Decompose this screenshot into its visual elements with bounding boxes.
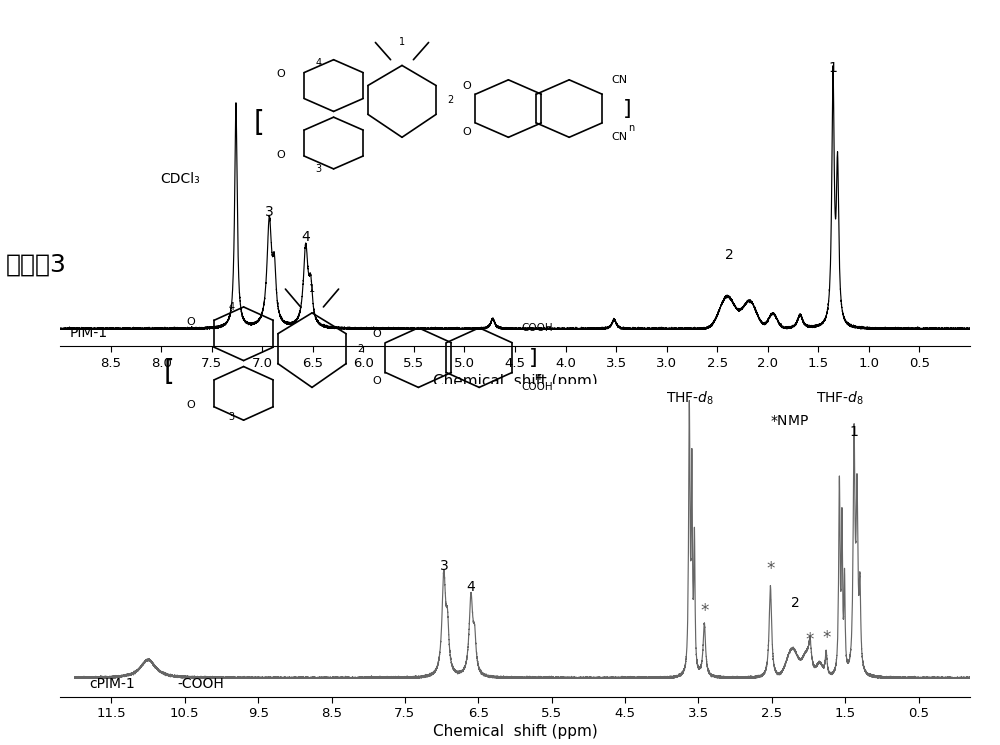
Text: 3: 3 xyxy=(315,164,321,174)
Text: 2: 2 xyxy=(448,95,454,105)
Text: O: O xyxy=(276,69,285,79)
Text: [: [ xyxy=(164,358,175,387)
X-axis label: Chemical  shift (ppm): Chemical shift (ppm) xyxy=(433,374,597,389)
Text: 3: 3 xyxy=(265,206,274,219)
Text: COOH: COOH xyxy=(521,323,553,333)
X-axis label: Chemical  shift (ppm): Chemical shift (ppm) xyxy=(433,724,597,739)
Text: 1: 1 xyxy=(309,284,315,294)
Text: 1: 1 xyxy=(399,37,405,48)
Text: THF-$\mathit{d}_8$: THF-$\mathit{d}_8$ xyxy=(666,390,714,408)
Text: O: O xyxy=(372,329,381,339)
Text: n: n xyxy=(534,372,541,382)
Text: 3: 3 xyxy=(228,412,235,422)
Text: O: O xyxy=(372,376,381,387)
Text: CN: CN xyxy=(611,133,627,142)
Text: *: * xyxy=(822,629,830,647)
Text: 4: 4 xyxy=(315,57,321,68)
Text: COOH: COOH xyxy=(521,382,553,393)
Text: *: * xyxy=(700,602,709,621)
Text: *: * xyxy=(766,560,775,578)
Text: *: * xyxy=(806,631,814,649)
Text: 2: 2 xyxy=(791,596,800,610)
Text: O: O xyxy=(186,317,195,327)
Text: n: n xyxy=(628,123,634,133)
Text: 4: 4 xyxy=(228,302,235,312)
Text: 1: 1 xyxy=(829,60,837,74)
Text: cPIM-1: cPIM-1 xyxy=(89,677,135,691)
Text: -COOH: -COOH xyxy=(177,677,224,691)
Text: 2: 2 xyxy=(358,343,364,354)
Text: THF-$\mathit{d}_8$: THF-$\mathit{d}_8$ xyxy=(816,390,864,408)
Text: 2: 2 xyxy=(725,247,734,261)
Text: ]: ] xyxy=(529,348,537,367)
Text: $*$NMP: $*$NMP xyxy=(770,414,810,428)
Text: 4: 4 xyxy=(301,230,310,244)
Text: 3: 3 xyxy=(439,559,448,573)
Text: CN: CN xyxy=(611,74,627,85)
Text: 1: 1 xyxy=(850,425,858,439)
Text: O: O xyxy=(186,400,195,410)
Text: O: O xyxy=(276,150,285,159)
Text: PIM-1: PIM-1 xyxy=(70,326,108,340)
Text: 4: 4 xyxy=(467,580,475,594)
Text: [: [ xyxy=(254,109,265,137)
Text: 实施例3: 实施例3 xyxy=(5,253,66,276)
Text: O: O xyxy=(462,80,471,91)
Text: CDCl₃: CDCl₃ xyxy=(160,172,200,186)
Text: ]: ] xyxy=(622,98,631,118)
Text: O: O xyxy=(462,127,471,136)
